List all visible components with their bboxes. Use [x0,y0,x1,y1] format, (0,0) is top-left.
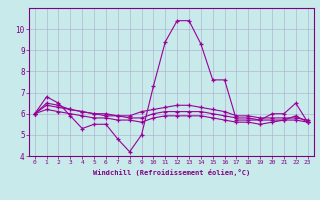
X-axis label: Windchill (Refroidissement éolien,°C): Windchill (Refroidissement éolien,°C) [92,169,250,176]
